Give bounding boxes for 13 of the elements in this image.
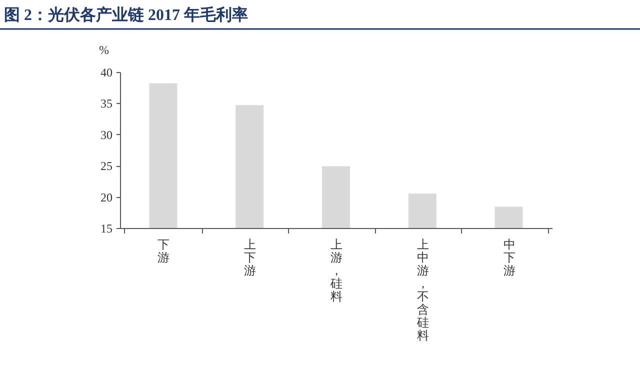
y-tick-label: 15	[100, 222, 112, 236]
x-tick-label: 下游	[158, 238, 170, 264]
y-tick-label: 35	[100, 96, 112, 111]
x-tick-label: 上下游	[244, 238, 256, 278]
x-tick-label: 中下游	[503, 238, 516, 278]
x-tick-label: 上游，硅料	[330, 238, 342, 304]
y-axis-title: %	[99, 43, 109, 57]
y-tick-label: 25	[100, 159, 112, 174]
y-tick-label: 40	[100, 66, 112, 80]
chart-title: 图 2：光伏各产业链 2017 年毛利率	[4, 5, 248, 24]
x-tick-label: 上中游，不含硅料	[416, 238, 429, 342]
y-tick-label: 30	[100, 128, 112, 142]
y-tick-label: 20	[100, 190, 112, 204]
